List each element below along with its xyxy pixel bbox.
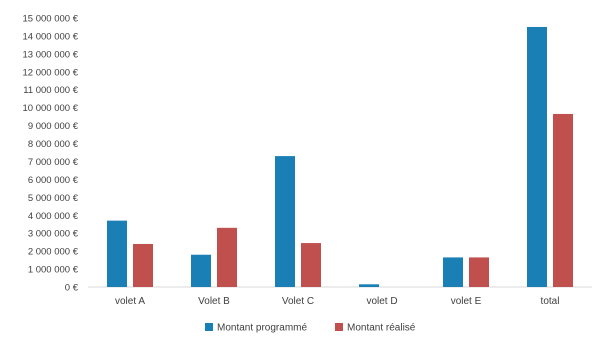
legend-swatch	[205, 323, 213, 331]
y-tick-label: 12 000 000 €	[23, 67, 79, 78]
y-tick-label: 14 000 000 €	[23, 31, 79, 42]
bar-realise-0	[133, 243, 153, 287]
x-tick-label: Volet C	[282, 296, 314, 307]
y-tick-label: 10 000 000 €	[23, 103, 79, 114]
y-tick-label: 9 000 000 €	[28, 121, 79, 132]
bars	[107, 26, 573, 288]
y-axis-ticks: 0 € 1 000 000 € 2 000 000 € 3 000 000 € 4 00…	[23, 14, 79, 294]
legend: Montant programmé Montant réalisé	[205, 323, 416, 334]
bar-programme-2	[275, 156, 295, 287]
bar-realise-1	[217, 227, 237, 287]
y-tick-label: 6 000 000 €	[28, 175, 79, 186]
bar-programme-1	[191, 254, 211, 287]
y-tick-label: 5 000 000 €	[28, 193, 79, 204]
bar-programme-0	[107, 220, 127, 287]
bar-realise-2	[301, 243, 321, 287]
y-tick-label: 7 000 000 €	[28, 157, 79, 168]
x-tick-label: volet E	[451, 296, 482, 307]
x-tick-label: volet A	[115, 296, 145, 307]
y-tick-label: 1 000 000 €	[28, 265, 79, 276]
x-tick-label: volet D	[366, 296, 397, 307]
x-axis-labels: volet A Volet B Volet C volet D volet E total	[115, 296, 559, 307]
y-tick-label: 4 000 000 €	[28, 211, 79, 222]
legend-swatch	[335, 323, 343, 331]
y-tick-label: 13 000 000 €	[23, 49, 79, 60]
y-tick-label: 3 000 000 €	[28, 229, 79, 240]
bar-realise-4	[469, 257, 489, 287]
legend-label: Montant programmé	[217, 323, 307, 334]
legend-label: Montant réalisé	[347, 323, 416, 334]
y-tick-label: 15 000 000 €	[23, 14, 79, 25]
y-tick-label: 8 000 000 €	[28, 139, 79, 150]
x-tick-label: total	[541, 296, 560, 307]
y-tick-label: 0 €	[65, 283, 79, 294]
bar-programme-5	[527, 26, 547, 287]
y-tick-label: 2 000 000 €	[28, 247, 79, 258]
y-tick-label: 11 000 000 €	[23, 85, 78, 96]
bar-programme-4	[443, 257, 463, 287]
bar-realise-5	[553, 113, 573, 288]
bar-programme-3	[359, 284, 379, 287]
x-tick-label: Volet B	[198, 296, 230, 307]
